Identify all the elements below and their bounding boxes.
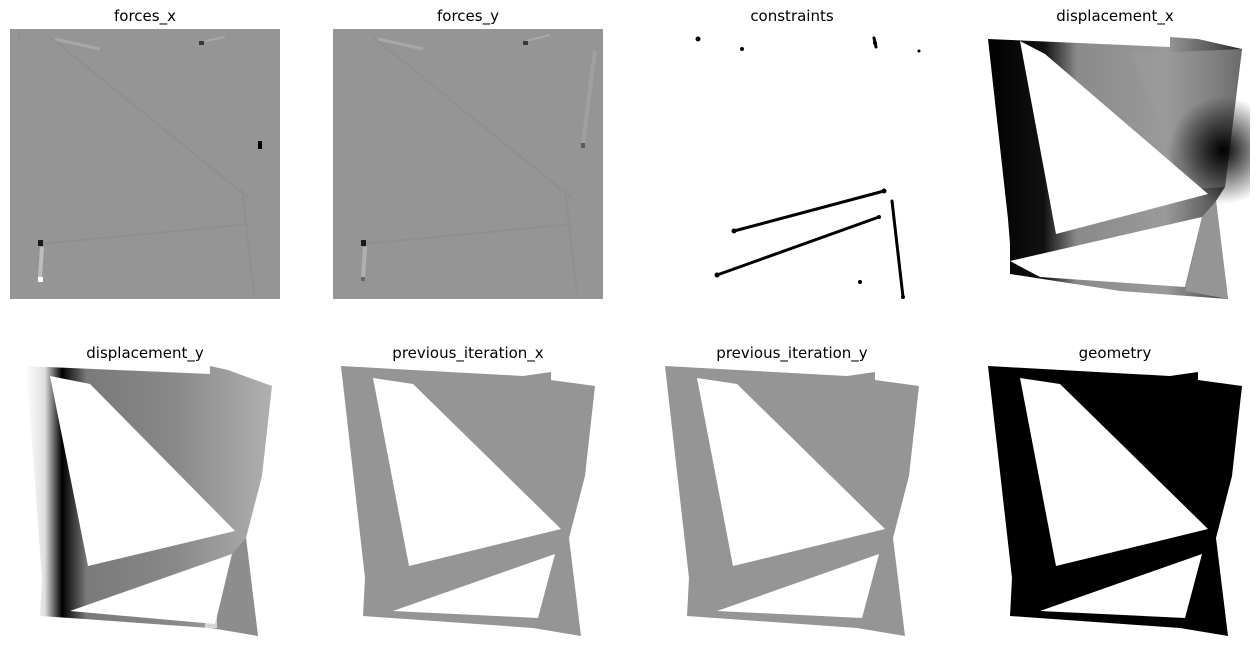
constraints-image	[657, 29, 927, 299]
panel-title: displacement_y	[86, 344, 204, 362]
panel-title: forces_x	[114, 7, 176, 25]
forces-y-image	[333, 29, 603, 299]
panel-title: previous_iteration_x	[392, 344, 544, 362]
panel-title: geometry	[1078, 344, 1152, 362]
panel-geometry: geometry	[980, 344, 1250, 636]
panel-displacement-x: displacement_x	[980, 7, 1250, 299]
panel-title: constraints	[750, 7, 834, 25]
panel-forces-y: forces_y	[333, 7, 603, 299]
previous-iteration-y-image	[665, 366, 919, 636]
previous-iteration-x-image	[341, 366, 595, 636]
panel-constraints: constraints	[657, 7, 927, 299]
geometry-image	[988, 366, 1242, 636]
panel-previous-iteration-y: previous_iteration_y	[657, 344, 927, 636]
panel-displacement-y: displacement_y	[10, 344, 280, 636]
panel-title: forces_y	[437, 7, 499, 25]
displacement-y-image	[25, 366, 272, 636]
panel-title: displacement_x	[1056, 7, 1174, 25]
displacement-x-image	[980, 29, 1250, 299]
panel-title: previous_iteration_y	[716, 344, 868, 362]
panel-previous-iteration-x: previous_iteration_x	[333, 344, 603, 636]
forces-x-image	[10, 29, 280, 299]
panel-forces-x: forces_x	[10, 7, 280, 299]
